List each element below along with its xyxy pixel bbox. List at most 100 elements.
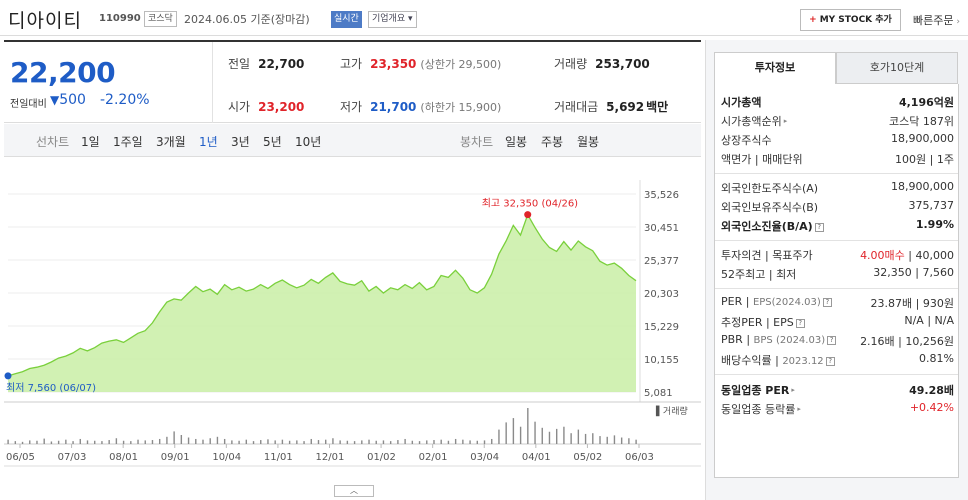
amount-value: 5,692 (606, 100, 645, 114)
volume-bar (433, 440, 435, 444)
tab-investment-info[interactable]: 투자정보 (714, 52, 836, 84)
min-label: 최저 7,560 (06/07) (6, 382, 96, 394)
tab-orderbook-10[interactable]: 호가10단계 (836, 52, 958, 84)
price-chart-svg: 35,526 30,451 25,377 20,303 15,229 10,155 5,08… (4, 180, 701, 467)
volume-bar (57, 440, 60, 444)
per-label: PER (721, 295, 743, 308)
x-tick-label: 06/03 (625, 452, 654, 463)
volume-bar (36, 440, 38, 444)
market-cap-label: 시가총액 (721, 96, 762, 109)
x-tick-label: 01/02 (367, 452, 396, 463)
help-icon[interactable]: ? (795, 319, 805, 328)
volume-bar (158, 438, 161, 444)
volume-bar (296, 440, 298, 444)
divider (715, 173, 958, 174)
prev-close: 전일 22,700 (228, 55, 304, 72)
tab-1d[interactable]: 1일 (81, 135, 100, 149)
chart-expand-button[interactable]: ︿ (334, 485, 374, 497)
volume-bar (346, 440, 349, 444)
volume-bar (144, 440, 146, 444)
period-tabs: 선차트 1일 1주일 3개월 1년 3년 5년 10년 봉차트 일봉 주봉 월봉 (4, 124, 701, 157)
lower-limit: (하한가 15,900) (420, 101, 502, 114)
current-price: 22,200 (10, 56, 116, 89)
volume-bar (21, 441, 24, 444)
volume-bar (613, 435, 616, 444)
sector-change-value: +0.42% (909, 401, 954, 414)
tab-3m[interactable]: 3개월 (156, 135, 186, 149)
volume-bar (469, 440, 471, 444)
y-tick-label: 5,081 (644, 388, 673, 399)
volume-bar (361, 440, 363, 444)
tab-weekly[interactable]: 주봉 (541, 135, 564, 149)
volume-bar (65, 439, 67, 444)
help-icon[interactable]: ? (827, 336, 837, 345)
volume-bar (216, 436, 219, 444)
y-tick-label: 20,303 (644, 289, 679, 300)
quick-order-link[interactable]: 빠른주문 › (913, 12, 960, 28)
sector-per-label: 동일업종 PER (721, 384, 790, 397)
volume-bar (555, 428, 558, 444)
pbr-label: PBR (721, 333, 743, 346)
tab-10y[interactable]: 10년 (295, 135, 322, 149)
tab-monthly[interactable]: 월봉 (577, 135, 600, 149)
info-key: PER | EPS(2024.03)? (721, 295, 832, 308)
company-overview-label: 기업개요 (372, 14, 406, 24)
volume-bar (498, 429, 500, 444)
foreign-ratio-value: 1.99% (915, 218, 954, 231)
info-key: PBR | BPS (2024.03)? (721, 333, 837, 346)
tab-5y[interactable]: 5년 (263, 135, 282, 149)
help-icon[interactable]: ? (822, 298, 832, 307)
volume-value: 253,700 (595, 57, 650, 71)
volume-bar (592, 433, 594, 444)
tab-3y[interactable]: 3년 (231, 135, 250, 149)
volume-bar (599, 436, 601, 444)
x-tick-label: 06/05 (6, 452, 35, 463)
volume-bar (14, 441, 17, 444)
volume-label: ▌거래량 (655, 405, 688, 417)
info-value: 4.00매수 | 40,000 (860, 249, 955, 262)
open-label: 시가 (228, 100, 251, 114)
info-value: 100원 | 1주 (895, 153, 954, 166)
volume-bar (491, 438, 493, 444)
divider (715, 374, 958, 375)
52w-low-label: 최저 (776, 268, 797, 281)
info-row-cap-rank[interactable]: 시가총액순위 ▸ 코스닥 187위 (721, 113, 954, 131)
down-triangle-icon: ▼ (50, 93, 60, 107)
tab-1w[interactable]: 1주일 (113, 135, 143, 149)
info-row-sector-per[interactable]: 동일업종 PER ▸ 49.28배 (721, 382, 954, 400)
volume-bar (209, 438, 211, 444)
volume-bar (527, 408, 529, 444)
volume-bar (173, 431, 175, 444)
tab-daily[interactable]: 일봉 (505, 135, 528, 149)
divider (212, 42, 213, 123)
realtime-button[interactable]: 실시간 (331, 11, 362, 28)
volume-bar (310, 438, 312, 444)
amount-unit: 백만 (646, 100, 669, 114)
volume-bar (288, 440, 291, 444)
tab-1y[interactable]: 1년 (199, 135, 218, 149)
volume-bar (325, 439, 327, 444)
volume-bar (332, 438, 334, 444)
opinion-value: 4.00매수 (860, 249, 905, 262)
price-line (7, 213, 637, 377)
my-stock-add-button[interactable]: + MY STOCK 추가 (800, 9, 901, 31)
volume-bar (303, 441, 305, 444)
volume-bar (505, 422, 507, 444)
price-chart[interactable]: 35,526 30,451 25,377 20,303 15,229 10,155 5,08… (4, 180, 701, 480)
volume-bar (584, 433, 587, 444)
x-tick-label: 10/04 (212, 452, 241, 463)
52w-low-value: 7,560 (922, 266, 955, 279)
volume-bar (260, 440, 262, 444)
shares-label: 상장주식수 (721, 134, 772, 147)
quick-order-label: 빠른주문 (913, 14, 954, 27)
company-overview-dropdown[interactable]: 기업개요 ▾ (368, 11, 417, 28)
low-value: 21,700 (370, 100, 417, 114)
info-row-par-value: 액면가 | 매매단위 100원 | 1주 (721, 151, 954, 169)
help-icon[interactable]: ? (814, 223, 824, 232)
help-icon[interactable]: ? (825, 357, 835, 366)
volume-bar (72, 441, 74, 444)
info-row-foreign-limit: 외국인한도주식수(A) 18,900,000 (721, 180, 954, 198)
info-row-sector-change[interactable]: 동일업종 등락률 ▸ +0.42% (721, 401, 954, 419)
sector-change-label: 동일업종 등락률 (721, 403, 796, 416)
target-price-value: 40,000 (915, 249, 955, 262)
